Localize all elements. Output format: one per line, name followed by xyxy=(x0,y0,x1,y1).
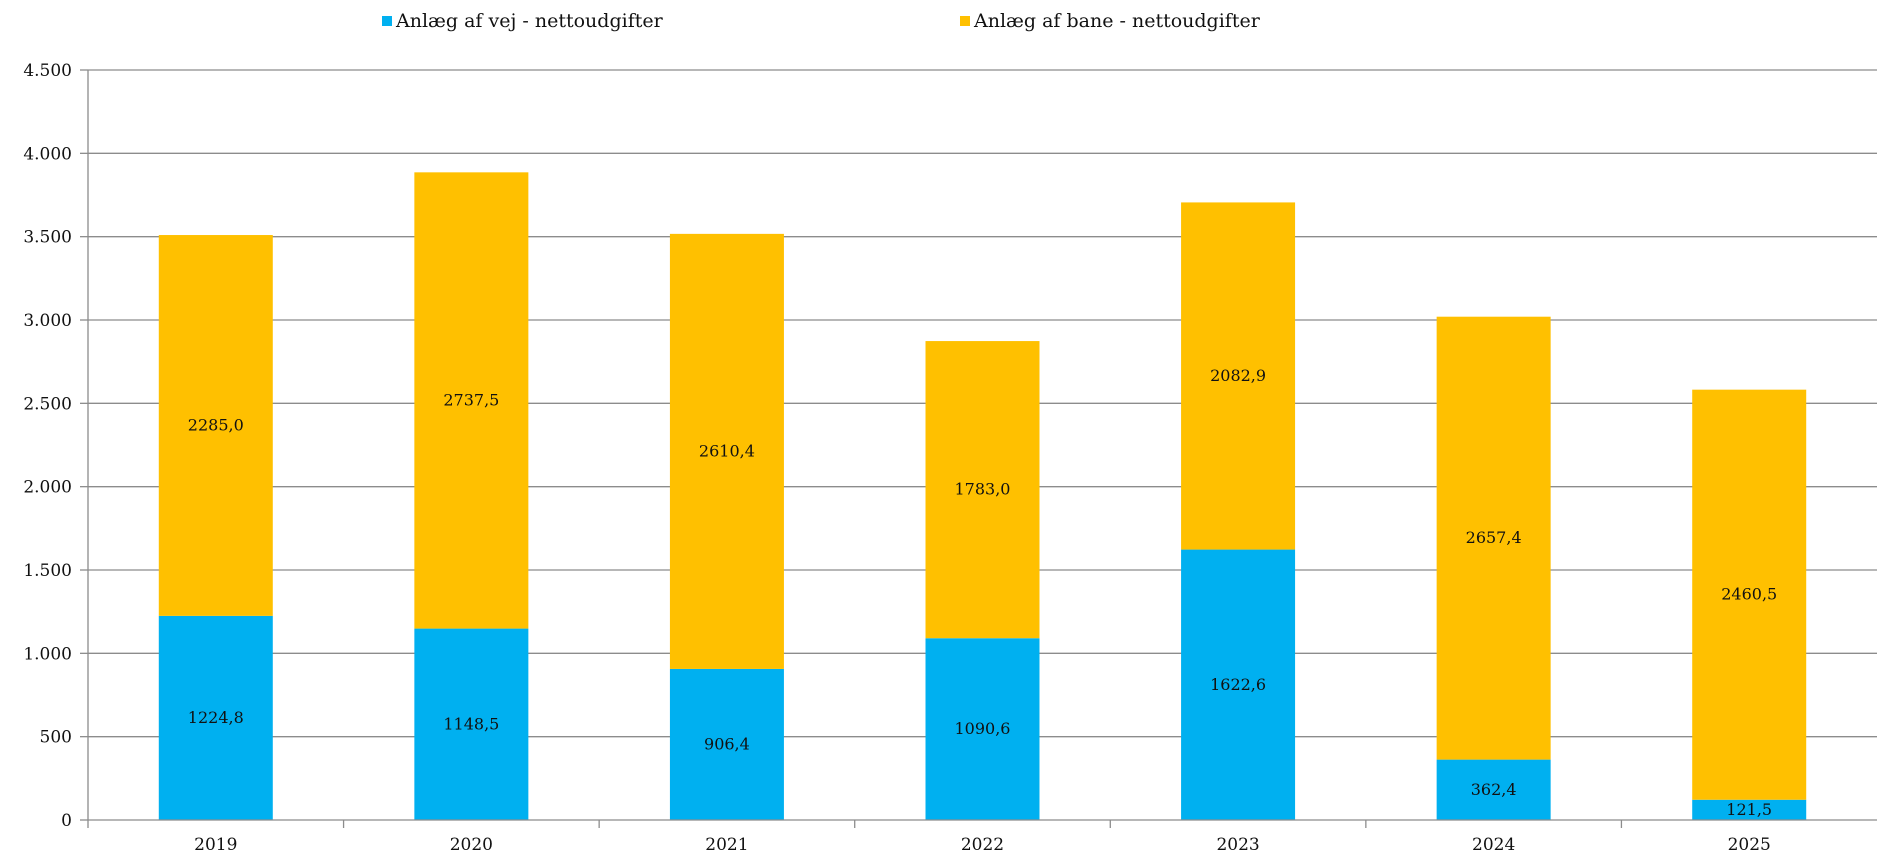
bar-segment-vej-2025 xyxy=(1692,799,1807,820)
legend-item-bane: Anlæg af bane - nettoudgifter xyxy=(960,10,1260,32)
data-label-vej-2023: 1622,6 xyxy=(1210,675,1266,694)
y-tick-label: 4.000 xyxy=(23,144,72,164)
y-tick-label: 4.500 xyxy=(23,61,72,81)
chart-legend: Anlæg af vej - nettoudgifter Anlæg af ba… xyxy=(0,10,1877,40)
legend-swatch-vej xyxy=(382,16,392,26)
bar-segment-vej-2019 xyxy=(158,615,273,820)
bar-segment-bane-2019 xyxy=(158,235,273,616)
y-tick-label: 3.000 xyxy=(23,311,72,331)
bar-segment-bane-2023 xyxy=(1181,202,1296,550)
data-label-vej-2022: 1090,6 xyxy=(955,719,1011,738)
y-tick-label: 0 xyxy=(61,811,72,831)
bars xyxy=(158,172,1807,820)
bar-segment-bane-2020 xyxy=(414,172,529,629)
y-tick-label: 2.500 xyxy=(23,394,72,414)
data-label-bane-2019: 2285,0 xyxy=(188,415,244,434)
x-tick-label: 2023 xyxy=(1216,835,1259,855)
data-label-bane-2023: 2082,9 xyxy=(1210,366,1266,385)
data-label-vej-2024: 362,4 xyxy=(1471,780,1517,799)
axes: 0 500 1.000 1.500 2.000 2.500 3.000 3.500 4.000 4… xyxy=(23,61,1877,855)
bar-segment-bane-2025 xyxy=(1692,389,1807,800)
legend-label-bane: Anlæg af bane - nettoudgifter xyxy=(974,10,1260,32)
data-label-vej-2019: 1224,8 xyxy=(188,708,244,727)
bar-segment-vej-2021 xyxy=(669,668,784,820)
bar-segment-vej-2024 xyxy=(1436,759,1551,820)
data-label-bane-2025: 2460,5 xyxy=(1721,585,1777,604)
data-label-bane-2020: 2737,5 xyxy=(443,390,499,409)
data-label-vej-2020: 1148,5 xyxy=(443,714,499,733)
bar-segment-bane-2021 xyxy=(669,233,784,669)
bar-segment-vej-2020 xyxy=(414,628,529,820)
bar-segment-bane-2024 xyxy=(1436,316,1551,760)
x-tick-label: 2024 xyxy=(1472,835,1515,855)
x-tick-label: 2025 xyxy=(1728,835,1771,855)
y-tick-label: 2.000 xyxy=(23,478,72,498)
data-label-bane-2024: 2657,4 xyxy=(1466,528,1522,547)
bar-segment-vej-2023 xyxy=(1181,549,1296,820)
bar-segment-vej-2022 xyxy=(925,638,1040,820)
data-label-bane-2021: 2610,4 xyxy=(699,441,755,460)
x-tick-label: 2022 xyxy=(961,835,1004,855)
data-label-vej-2021: 906,4 xyxy=(704,734,750,753)
legend-label-vej: Anlæg af vej - nettoudgifter xyxy=(396,10,663,32)
legend-item-vej: Anlæg af vej - nettoudgifter xyxy=(382,10,663,32)
data-label-vej-2025: 121,5 xyxy=(1726,800,1772,819)
y-tick-label: 3.500 xyxy=(23,228,72,248)
x-tick-label: 2021 xyxy=(705,835,748,855)
data-labels: 1224,8 2285,0 1148,5 2737,5 906,4 2610,4 1090,… xyxy=(188,366,1777,819)
bar-segment-bane-2022 xyxy=(925,341,1040,639)
x-tick-label: 2019 xyxy=(194,835,237,855)
y-tick-label: 1.500 xyxy=(23,561,72,581)
data-label-bane-2022: 1783,0 xyxy=(955,480,1011,499)
y-tick-label: 1.000 xyxy=(23,644,72,664)
x-tick-label: 2020 xyxy=(450,835,493,855)
legend-swatch-bane xyxy=(960,16,970,26)
y-tick-label: 500 xyxy=(40,728,72,748)
